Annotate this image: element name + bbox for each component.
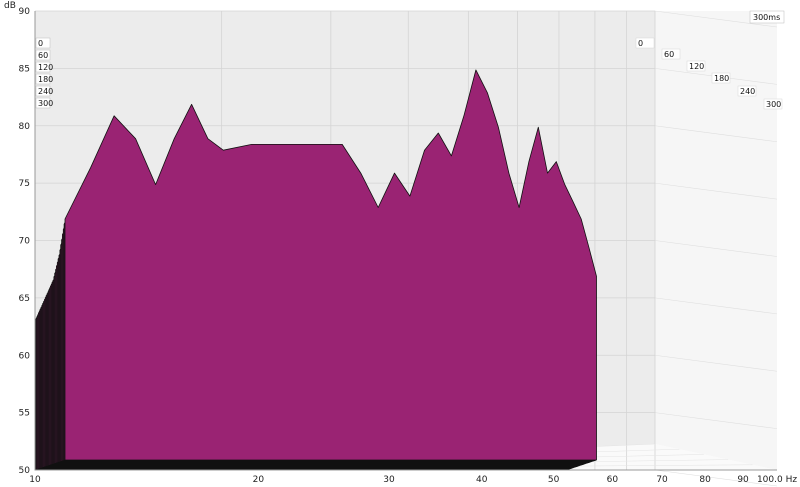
y-tick-label: 90 (19, 7, 31, 17)
time-axis-end-label: 300ms (753, 13, 780, 22)
side-wall (655, 11, 777, 470)
x-tick-label: 50 (548, 475, 560, 485)
x-tick-label: 80 (699, 475, 711, 485)
plot-axes: 50 55 60 65 70 75 80 85 90 10 20 30 40 50 60 70 80 90 100.… (4, 1, 797, 485)
time-label-box (35, 37, 51, 49)
time-label-box (35, 97, 51, 109)
waterfall-slice (64, 69, 597, 461)
x-tick-label: 90 (737, 475, 749, 485)
y-tick-label: 65 (19, 294, 30, 304)
time-label-left: 180 (38, 75, 53, 84)
x-tick-label: 70 (656, 475, 668, 485)
time-label-left: 240 (38, 87, 53, 96)
time-label-depth: 0 (638, 39, 643, 48)
x-tick-label: 30 (383, 475, 395, 485)
y-tick-label: 60 (19, 351, 31, 361)
x-tick-label: 100.0 Hz (757, 475, 797, 485)
time-label-depth: 300 (766, 100, 781, 109)
time-label-depth: 60 (664, 50, 674, 59)
y-unit-label: dB (4, 1, 16, 11)
y-tick-label: 85 (19, 64, 30, 74)
y-tick-label: 75 (19, 179, 30, 189)
side-gridline (654, 354, 778, 372)
time-label-left: 0 (38, 39, 43, 48)
time-label-box (737, 85, 757, 97)
x-tick-label: 10 (29, 475, 41, 485)
side-gridline (654, 240, 778, 257)
y-tick-label: 50 (19, 466, 31, 476)
x-tick-label: 60 (607, 475, 619, 485)
time-label-box (35, 49, 51, 61)
x-tick-label: 20 (253, 475, 265, 485)
y-tick-label: 80 (19, 122, 31, 132)
side-gridline (654, 10, 778, 28)
time-label-box (35, 85, 51, 97)
y-tick-label: 55 (19, 409, 30, 419)
waterfall-slices (34, 69, 597, 471)
y-tick-label: 70 (19, 237, 31, 247)
time-label-box (661, 48, 681, 60)
time-label-left: 120 (38, 63, 53, 72)
time-label-box (35, 73, 51, 85)
time-label-box (711, 72, 731, 84)
time-label-box (635, 37, 655, 49)
side-gridline (654, 297, 778, 315)
time-label-box (35, 61, 51, 73)
time-label-depth: 240 (740, 87, 755, 96)
time-label-left: 300 (38, 99, 53, 108)
time-end-box (749, 10, 785, 24)
side-gridline (654, 412, 778, 429)
time-label-depth: 180 (714, 74, 729, 83)
side-gridline (654, 182, 778, 200)
time-label-depth: 120 (689, 62, 704, 71)
side-gridline (654, 469, 778, 487)
side-gridline (654, 125, 778, 143)
x-tick-label: 40 (476, 475, 488, 485)
time-label-left: 60 (38, 51, 48, 60)
time-label-box (763, 98, 783, 110)
time-label-box (686, 60, 706, 72)
